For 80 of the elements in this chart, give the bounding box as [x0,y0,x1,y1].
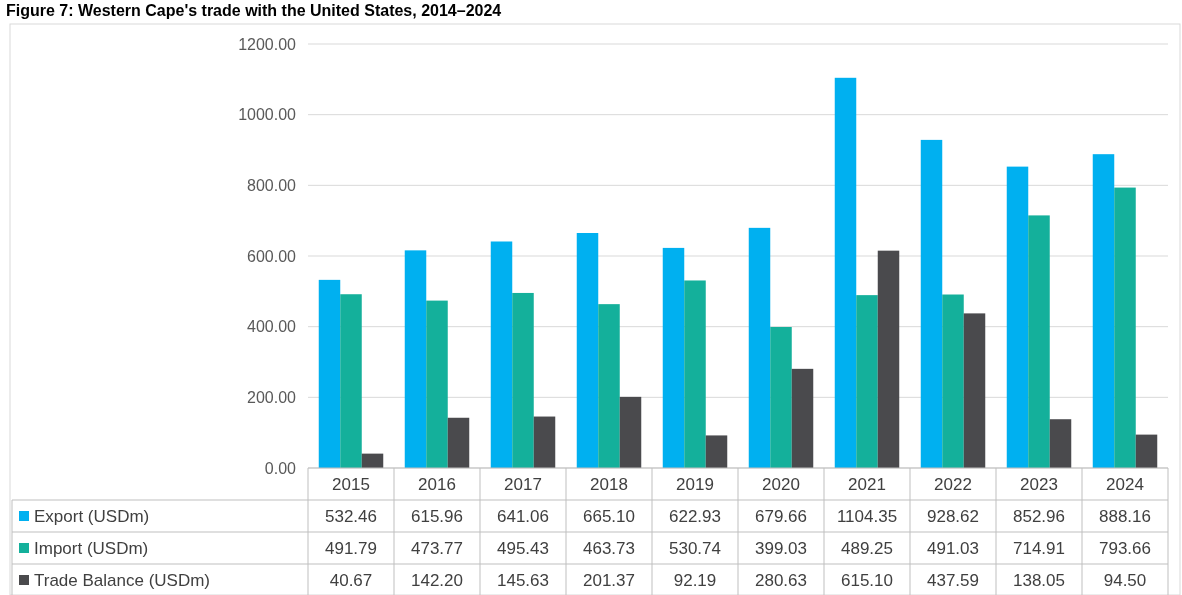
bar [533,416,556,468]
data-label: 142.20 [411,571,463,590]
bar [662,247,685,468]
x-tick-label: 2018 [590,475,628,494]
bar [1092,154,1115,468]
bar [340,294,362,468]
y-tick-label: 200.00 [247,388,297,406]
data-label: 532.46 [325,507,377,526]
data-label: 495.43 [497,539,549,558]
x-tick-label: 2016 [418,475,456,494]
data-label: 138.05 [1013,571,1065,590]
data-label: 1104.35 [836,507,898,526]
y-tick-label: 600.00 [247,247,297,265]
x-tick-label: 2015 [332,475,370,494]
data-label: 399.03 [755,539,807,558]
data-label: 491.79 [325,539,377,558]
legend-label: Trade Balance (USDm) [34,571,211,590]
bar [576,233,599,468]
data-label: 40.67 [329,571,373,590]
data-label: 92.19 [673,571,717,590]
bar [920,139,943,468]
x-tick-label: 2021 [848,475,886,494]
chart-title: Figure 7: Western Cape's trade with the United States, 2014–2024 [6,2,502,19]
bar [1049,419,1072,468]
x-tick-label: 2017 [504,475,542,494]
x-tick-label: 2023 [1020,475,1058,494]
data-label: 714.91 [1013,539,1065,558]
bar [1006,166,1029,468]
bar [318,279,341,468]
data-label: 94.50 [1103,571,1147,590]
bar [684,280,706,468]
bar [791,368,814,468]
y-tick-label: 400.00 [247,318,297,336]
x-tick-label: 2019 [676,475,714,494]
data-label: 489.25 [841,539,893,558]
y-tick-label: 800.00 [247,176,297,194]
data-label: 852.96 [1013,507,1065,526]
bar [963,313,986,468]
data-label: 888.16 [1099,507,1151,526]
data-label: 665.10 [583,507,635,526]
bar [856,295,878,468]
data-label: 463.73 [583,539,635,558]
y-tick-label: 0.00 [264,459,297,477]
bar [1028,215,1050,468]
data-label: 615.96 [411,507,463,526]
data-label: 622.93 [669,507,721,526]
x-tick-label: 2022 [934,475,972,494]
bar [619,396,642,468]
bar [490,241,513,468]
data-label: 491.03 [927,539,979,558]
data-label: 615.10 [841,571,893,590]
legend-label: Import (USDm) [34,539,149,558]
bar [705,435,728,468]
bar [404,250,427,468]
data-label: 530.74 [669,539,721,558]
bar [770,327,792,468]
bar [748,227,771,468]
data-label: 641.06 [497,507,549,526]
data-label: 679.66 [755,507,807,526]
x-tick-label: 2020 [762,475,800,494]
y-tick-label: 1200.00 [238,35,297,53]
y-tick-label: 1000.00 [238,106,297,124]
bar [1114,187,1136,468]
data-label: 473.77 [411,539,463,558]
legend-label: Export (USDm) [34,507,150,526]
bar [877,250,900,468]
data-label: 437.59 [927,571,979,590]
data-label: 280.63 [755,571,807,590]
bar [942,294,964,468]
data-label: 928.62 [927,507,979,526]
bar [512,292,534,468]
data-label: 201.37 [583,571,635,590]
data-label: 145.63 [497,571,549,590]
bar [447,417,470,468]
bar [426,300,448,468]
bar [598,304,620,468]
bar [1135,434,1158,468]
x-tick-label: 2024 [1106,475,1144,494]
bar [834,77,857,468]
data-label: 793.66 [1099,539,1151,558]
